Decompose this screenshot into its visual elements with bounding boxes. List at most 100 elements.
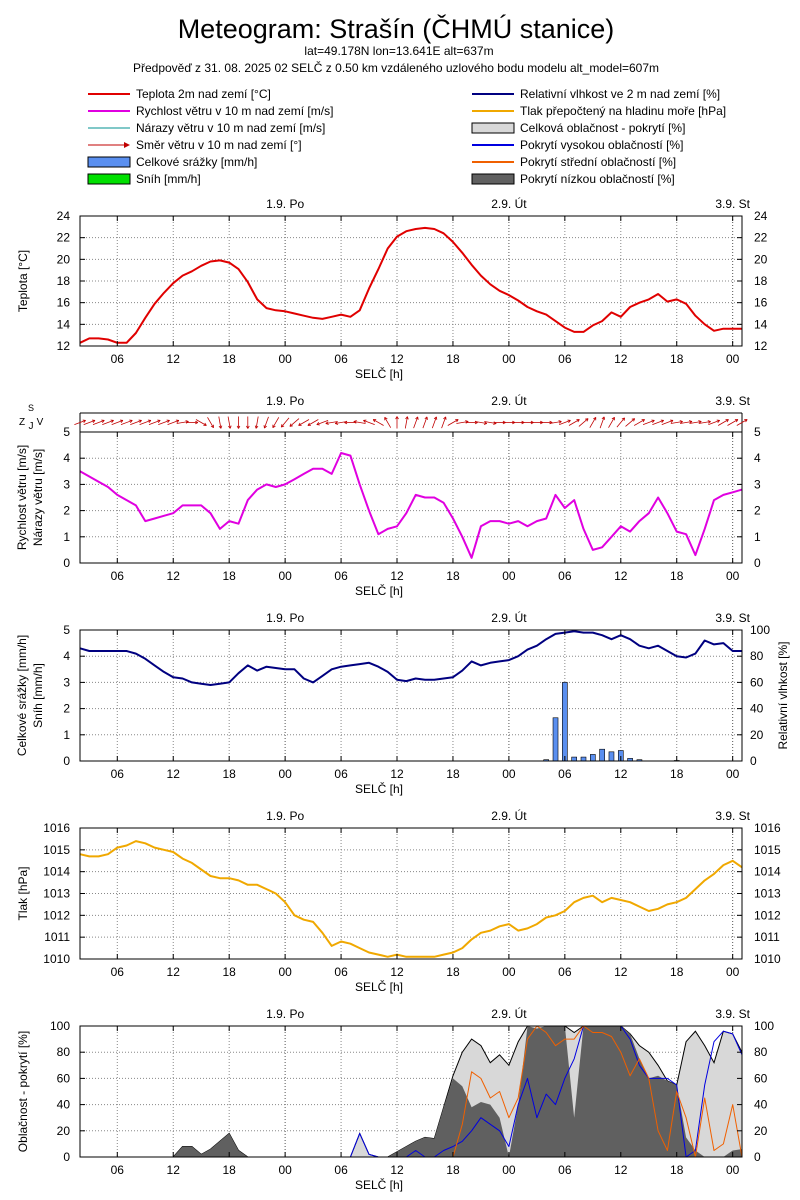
- wind-arrow: [727, 419, 739, 426]
- coords-subtitle: lat=49.178N lon=13.641E alt=637m: [304, 44, 493, 58]
- wind-arrowhead: [289, 423, 293, 427]
- wind-arrowhead: [443, 416, 447, 420]
- wind-arrowhead: [601, 416, 605, 420]
- ytick-label-right: 2: [754, 504, 761, 518]
- wind-arrowhead: [195, 420, 199, 425]
- forecast-info: Předpověď z 31. 08. 2025 02 SELČ z 0.50 …: [133, 60, 659, 75]
- wind-arrowhead: [119, 419, 124, 423]
- wind-arrow: [120, 420, 133, 425]
- wind-arrowhead: [698, 420, 702, 424]
- wind-arrowhead: [203, 422, 207, 426]
- ytick-label: 22: [57, 231, 71, 245]
- legend-arrowhead-6: [124, 142, 130, 148]
- legend-label-1: Relativní vlhkost ve 2 m nad zemí [%]: [520, 87, 720, 101]
- xtick-label: 06: [558, 965, 572, 979]
- ytick-label-right: 14: [754, 317, 768, 331]
- panel-wind: 0 01 12 23 34 45 506 12 18 00 06 12 18 00 06 12 18 00SELČ…: [15, 393, 761, 598]
- wind-arrow: [325, 421, 338, 424]
- ytick-label: 16: [57, 296, 71, 310]
- legend-label-9: Pokrytí střední oblačností [%]: [520, 155, 676, 169]
- wind-arrow: [599, 416, 605, 429]
- xtick-label: 18: [223, 965, 237, 979]
- xtick-label: 00: [726, 569, 740, 583]
- xtick-label: 06: [111, 352, 125, 366]
- wind-arrow: [316, 420, 329, 425]
- ytick-label: 3: [63, 477, 70, 491]
- ytick-label: 0: [63, 754, 70, 768]
- day-label: 1.9. Po: [266, 394, 304, 408]
- ytick-label-right: 3: [754, 477, 761, 491]
- series-line-pressure-0: [79, 840, 743, 958]
- xtick-label: 06: [334, 352, 348, 366]
- xtick-label: 18: [446, 352, 460, 366]
- xtick-label: 18: [223, 352, 237, 366]
- ytick-label-right: 16: [754, 296, 768, 310]
- precip-bar: [590, 754, 596, 762]
- day-label: 2.9. Út: [491, 393, 527, 408]
- legend-swatch-5: [471, 122, 515, 134]
- legend-label-5: Celková oblačnost - pokrytí [%]: [520, 121, 685, 135]
- day-label: 2.9. Út: [491, 1006, 527, 1021]
- ytick-label-right: 1014: [754, 865, 781, 879]
- xtick-label: 18: [223, 569, 237, 583]
- panel-temperature: 12 12 14 14 16 16 18 18 20 20 22 22 24 24 06 12 18 00 06 12…: [16, 196, 768, 381]
- ytick-label-right: 20: [754, 252, 768, 266]
- wind-arrow: [264, 416, 269, 429]
- legend-label-2: Rychlost větru v 10 m nad zemí [m/s]: [136, 104, 333, 118]
- xtick-label: 00: [278, 569, 292, 583]
- ytick-label: 100: [50, 1019, 70, 1033]
- xtick-label: 06: [111, 1163, 125, 1177]
- wind-arrowhead: [307, 422, 311, 426]
- wind-arrowhead: [585, 418, 589, 422]
- xtick-label: 12: [167, 1163, 181, 1177]
- xtick-label: 12: [614, 352, 628, 366]
- wind-arrowhead: [254, 425, 259, 429]
- xtick-label: 12: [614, 1163, 628, 1177]
- series-line-precip_humidity-0: [79, 630, 742, 686]
- wind-arrowhead: [246, 425, 250, 429]
- wind-arrowhead: [372, 419, 377, 423]
- xtick-label: 12: [614, 569, 628, 583]
- xtick-label: 06: [111, 569, 125, 583]
- ytick-label: 0: [63, 556, 70, 570]
- wind-arrow: [289, 418, 300, 427]
- wind-arrowhead: [210, 424, 214, 429]
- ytick-label: 12: [57, 339, 71, 353]
- y2tick-label: 60: [750, 675, 764, 689]
- wind-arrowhead: [157, 419, 161, 423]
- xaxis-label: SELČ [h]: [355, 781, 403, 796]
- xtick-label: 00: [502, 965, 516, 979]
- wind-arrowhead: [707, 420, 711, 424]
- xtick-label: 12: [167, 569, 181, 583]
- xtick-label: 00: [502, 352, 516, 366]
- wind-arrowhead: [344, 420, 348, 425]
- xtick-label: 06: [334, 569, 348, 583]
- wind-arrow: [139, 420, 152, 425]
- precip-bar: [571, 756, 577, 762]
- ytick-label: 4: [63, 451, 70, 465]
- wind-arrowhead: [147, 419, 152, 423]
- ytick-label: 1: [63, 530, 70, 544]
- wind-arrowhead: [631, 418, 636, 422]
- wind-arrowhead: [641, 419, 645, 423]
- xtick-label: 06: [558, 352, 572, 366]
- xtick-label: 00: [502, 1163, 516, 1177]
- ytick-label-right: 12: [754, 339, 768, 353]
- day-label: 3.9. St: [715, 1007, 750, 1021]
- wind-arrowhead: [395, 416, 399, 420]
- day-label: 3.9. St: [715, 809, 750, 823]
- yaxis-label: Teplota [°C]: [16, 250, 30, 312]
- ytick-label: 1012: [43, 908, 70, 922]
- wind-arrow: [92, 420, 105, 425]
- ytick-label-right: 40: [754, 1098, 768, 1112]
- legend-label-4: Nárazy větru v 10 m nad zemí [m/s]: [136, 121, 325, 135]
- ytick-label-right: 100: [754, 1019, 774, 1033]
- yaxis-label: Tlak [hPa]: [16, 866, 30, 920]
- xtick-label: 18: [223, 767, 237, 781]
- xaxis-label: SELČ [h]: [355, 366, 403, 381]
- page-title: Meteogram: Strašín (ČHMÚ stanice): [178, 13, 615, 44]
- compass-letter: V: [37, 417, 44, 428]
- wind-arrow: [404, 416, 408, 429]
- ytick-label-right: 1010: [754, 952, 781, 966]
